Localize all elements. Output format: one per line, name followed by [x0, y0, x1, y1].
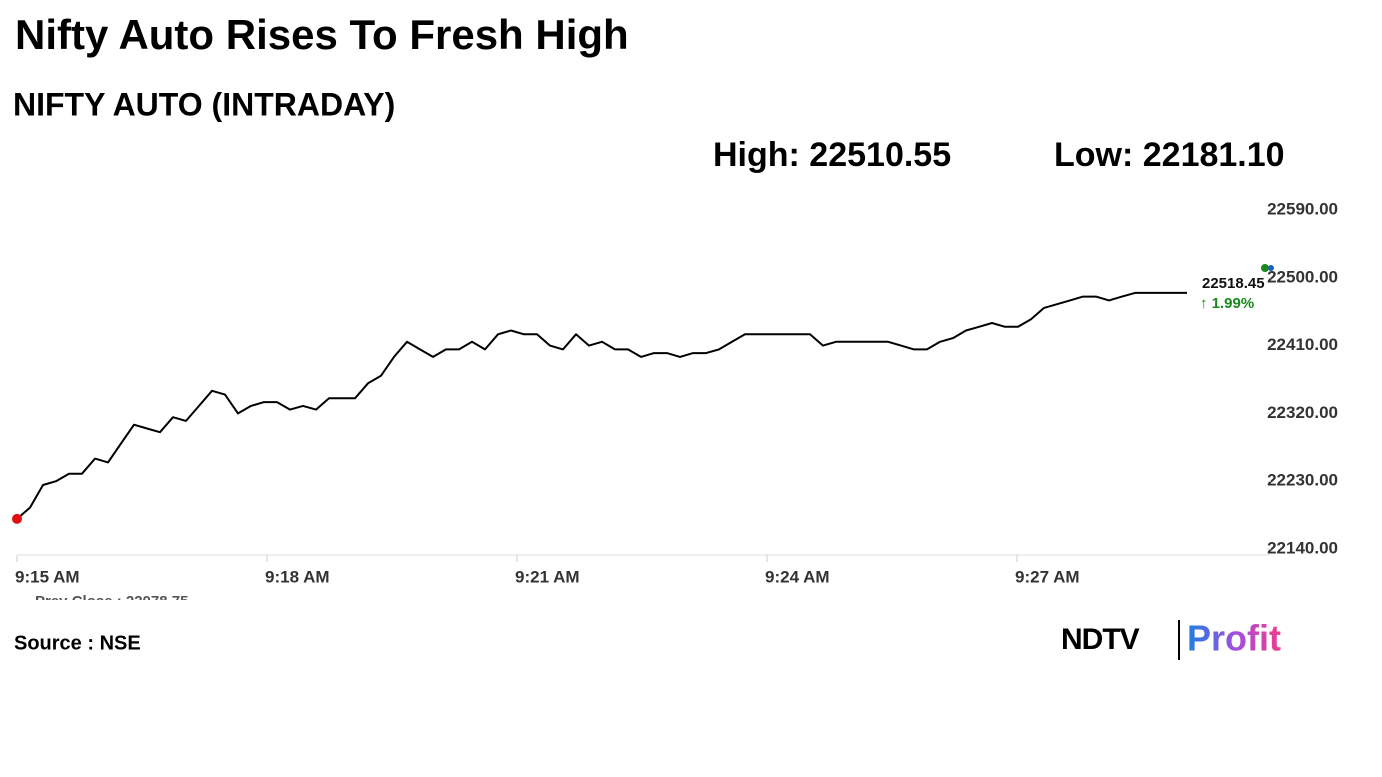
logo-ndtv: NDTV [1061, 623, 1140, 656]
logo-profit: Profit [1187, 618, 1281, 659]
prev-close: Prev Close : 22078.75 [35, 593, 188, 610]
live-dot [1261, 264, 1269, 272]
y-tick-label: 22230.00 [1267, 471, 1338, 490]
y-tick-label: 22500.00 [1267, 267, 1338, 286]
last-value-label: 22518.45 [1202, 275, 1265, 292]
y-tick-label: 22320.00 [1267, 403, 1338, 422]
source: Source : NSE [14, 632, 141, 654]
prev-close-group: Prev Close : 22078.75 [35, 593, 188, 610]
x-tick-label: 9:27 AM [1015, 567, 1080, 586]
chart-subtitle: NIFTY AUTO (INTRADAY) [13, 86, 395, 122]
high-label: High: 22510.55 [713, 136, 951, 174]
x-tick-label: 9:24 AM [765, 567, 830, 586]
live-dot [1268, 265, 1274, 271]
change-label: ↑ 1.99% [1200, 295, 1254, 312]
x-tick-label: 9:21 AM [515, 567, 580, 586]
y-tick-label: 22410.00 [1267, 335, 1338, 354]
y-tick-label: 22590.00 [1267, 199, 1338, 218]
x-tick-label: 9:15 AM [15, 567, 80, 586]
y-tick-label: 22140.00 [1267, 538, 1338, 557]
price-line [16, 291, 1187, 520]
chart-title: Nifty Auto Rises To Fresh High [15, 11, 629, 58]
x-tick-label: 9:18 AM [265, 567, 330, 586]
start-marker [12, 513, 22, 524]
low-label: Low: 22181.10 [1054, 136, 1285, 174]
